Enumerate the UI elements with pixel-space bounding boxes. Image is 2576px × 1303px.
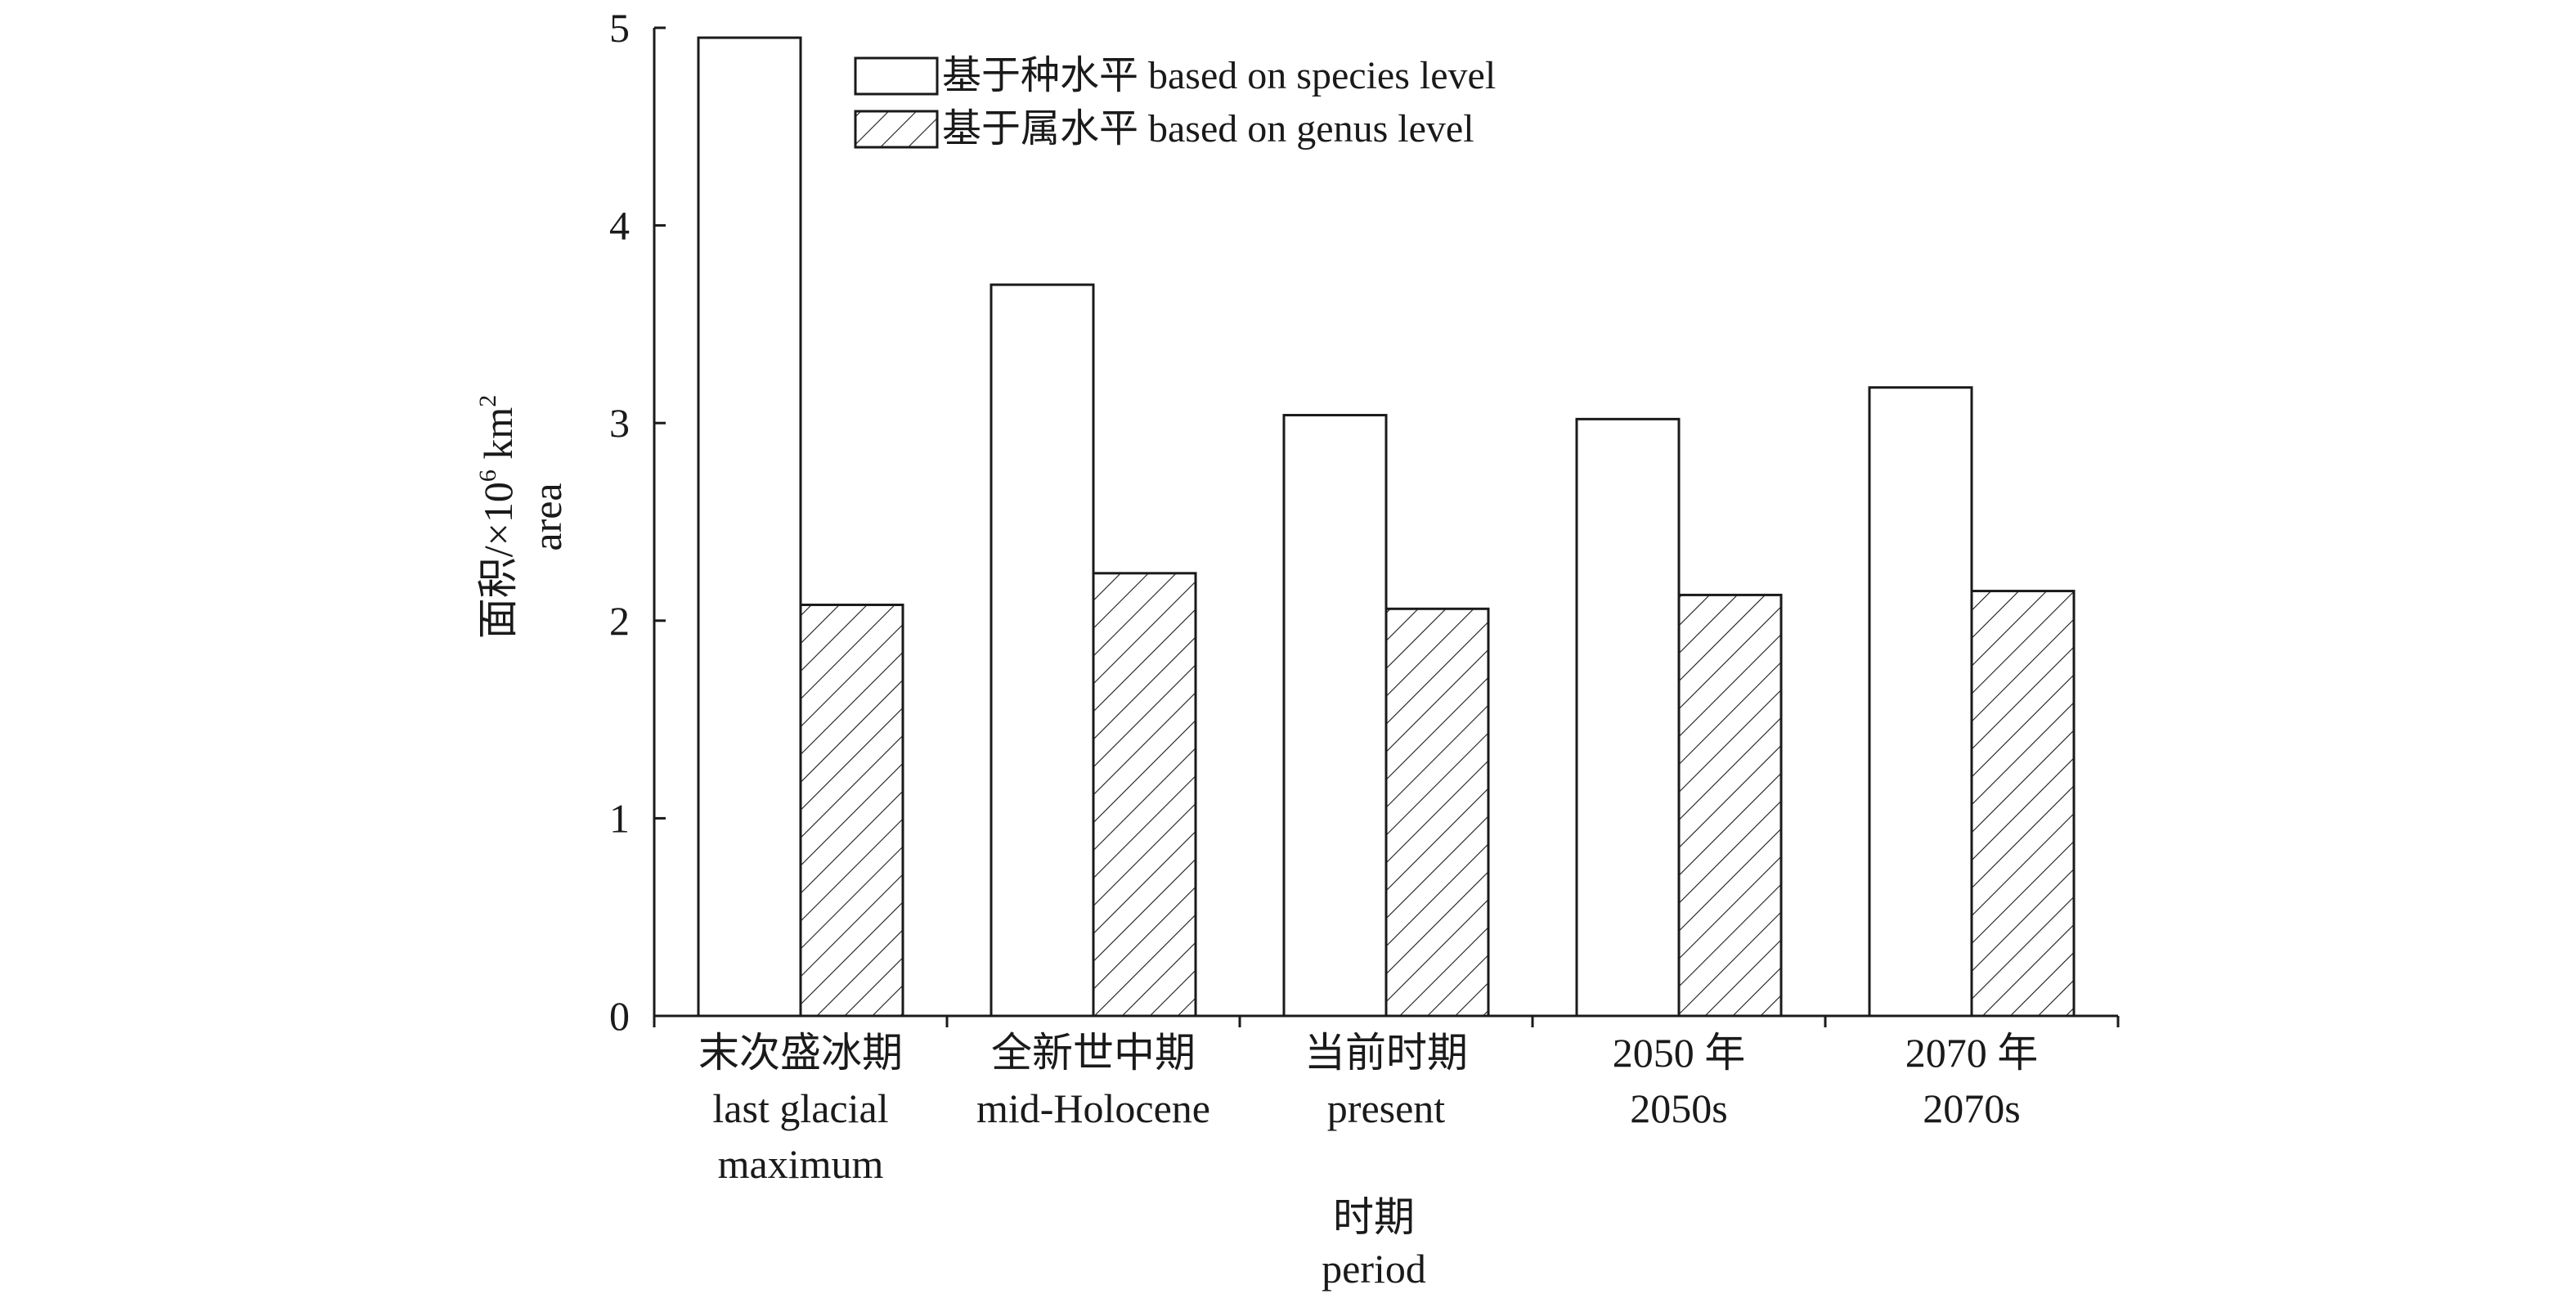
x-tick-label-0-1: last glacial [712, 1085, 888, 1131]
bar-species-4 [1868, 386, 1973, 1018]
x-tick-label-3-1: 2050s [1630, 1085, 1727, 1131]
x-tick-label-4-0: 2070 年 [1905, 1030, 2039, 1076]
y-tick-label-5: 5 [609, 5, 630, 51]
x-tick-label-0-0: 末次盛冰期 [698, 1030, 903, 1076]
plot-area: 0 1 2 3 4 5 末次盛冰期 last glacial maximum 全新世中期 mid-H… [609, 5, 2120, 1187]
x-tick-label-1-1: mid-Holocene [976, 1085, 1210, 1131]
bar-genus-0 [799, 603, 904, 1018]
x-tick-label-0-2: maximum [718, 1141, 884, 1187]
x-tick-label-4-1: 2070s [1923, 1085, 2020, 1131]
legend-swatch-species [854, 56, 939, 96]
bar-genus-3 [1677, 593, 1783, 1018]
x-tick-label-1-0: 全新世中期 [991, 1030, 1196, 1076]
x-axis-label-en: period [1322, 1246, 1426, 1292]
y-axis-label-zh: 面积/×106 km2 [474, 395, 521, 640]
legend-label-species: 基于种水平 based on species level [942, 54, 1496, 97]
x-tick-label-2-0: 当前时期 [1304, 1030, 1468, 1076]
x-axis-label-zh: 时期 [1333, 1194, 1415, 1240]
y-axis-title: 面积/×106 km2 area [474, 395, 570, 640]
bar-species-0 [697, 36, 802, 1018]
y-tick-label-2: 2 [609, 598, 630, 644]
y-tick-label-3: 3 [609, 400, 630, 446]
y-axis-label-en: area [524, 483, 570, 550]
y-tick-label-1: 1 [609, 795, 630, 841]
y-tick-label-4: 4 [609, 203, 630, 249]
bar-species-1 [990, 283, 1095, 1018]
legend-label-genus: 基于属水平 based on genus level [942, 107, 1474, 151]
bar-species-3 [1575, 417, 1681, 1018]
bar-genus-4 [1970, 590, 2076, 1018]
x-tick-label-3-0: 2050 年 [1613, 1030, 1746, 1076]
legend-swatch-genus [854, 110, 939, 149]
y-tick-label-0: 0 [609, 993, 630, 1039]
bar-genus-2 [1384, 607, 1490, 1018]
legend: 基于种水平 based on species level 基于属水平 based… [854, 54, 1496, 151]
bar-genus-1 [1092, 572, 1197, 1018]
bar-species-2 [1282, 414, 1388, 1018]
x-tick-label-2-1: present [1327, 1085, 1445, 1131]
